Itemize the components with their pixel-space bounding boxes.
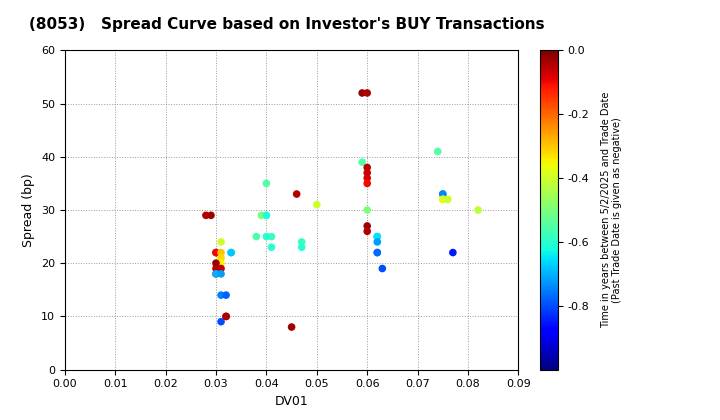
Point (361, 164, 373, 171)
Point (377, 265, 388, 272)
Point (266, 244, 277, 251)
Point (296, 244, 307, 251)
Point (210, 260, 222, 267)
Point (220, 313, 232, 320)
X-axis label: DV01: DV01 (275, 395, 308, 408)
Point (215, 260, 227, 267)
Point (361, 169, 373, 176)
Point (372, 249, 383, 256)
Y-axis label: Spread (bp): Spread (bp) (22, 173, 35, 247)
Point (261, 180, 272, 187)
Point (361, 89, 373, 96)
Point (225, 249, 237, 256)
Point (256, 212, 267, 219)
Point (210, 270, 222, 277)
Point (372, 233, 383, 240)
Point (220, 292, 232, 299)
Point (372, 249, 383, 256)
Point (220, 313, 232, 320)
Point (261, 212, 272, 219)
Point (225, 249, 237, 256)
Y-axis label: Time in years between 5/2/2025 and Trade Date
(Past Trade Date is given as negat: Time in years between 5/2/2025 and Trade… (600, 92, 622, 328)
Point (361, 180, 373, 187)
Point (437, 196, 449, 203)
Point (210, 249, 222, 256)
Point (361, 207, 373, 213)
Point (266, 233, 277, 240)
Point (356, 159, 368, 165)
Point (210, 260, 222, 267)
Point (215, 318, 227, 325)
Point (372, 233, 383, 240)
Point (215, 265, 227, 272)
Point (210, 270, 222, 277)
Point (215, 292, 227, 299)
Point (291, 191, 302, 197)
Point (437, 191, 449, 197)
Point (261, 212, 272, 219)
Point (372, 239, 383, 245)
Point (437, 191, 449, 197)
Point (296, 239, 307, 245)
Point (311, 201, 323, 208)
Point (286, 324, 297, 331)
Point (210, 249, 222, 256)
Point (447, 249, 459, 256)
Point (361, 175, 373, 181)
Point (442, 196, 454, 203)
Point (205, 212, 217, 219)
Text: (8053)   Spread Curve based on Investor's BUY Transactions: (8053) Spread Curve based on Investor's … (29, 17, 544, 32)
Point (361, 223, 373, 229)
Point (215, 249, 227, 256)
Point (437, 196, 449, 203)
Point (251, 233, 262, 240)
Point (472, 207, 484, 213)
Point (356, 89, 368, 96)
Point (432, 148, 444, 155)
Point (215, 255, 227, 261)
Point (215, 270, 227, 277)
Point (261, 233, 272, 240)
Point (200, 212, 212, 219)
Point (210, 265, 222, 272)
Point (215, 239, 227, 245)
Point (361, 228, 373, 235)
